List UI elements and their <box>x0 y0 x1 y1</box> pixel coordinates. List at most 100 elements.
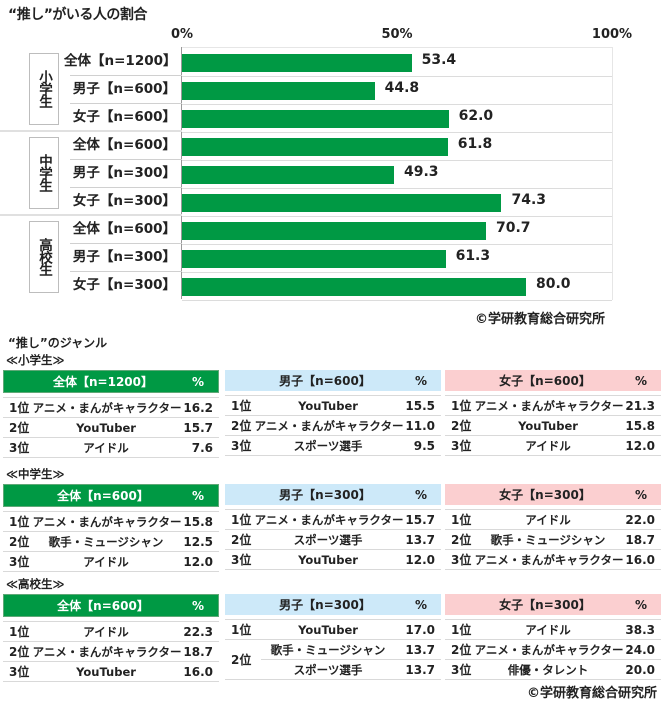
rank: 3位 <box>231 439 252 453</box>
genre: スポーツ選手 <box>293 438 363 453</box>
label-separator <box>70 159 182 160</box>
rank: 2位 <box>231 419 252 433</box>
table-row: 歌手・ミュージシャン 13.7 <box>261 640 441 659</box>
rank: 3位 <box>231 553 252 567</box>
genre: アイドル <box>525 622 571 637</box>
table-row: 3位 YouTuber 16.0 <box>3 662 219 682</box>
genre: アニメ・まんがキャラクター <box>32 644 182 659</box>
group-divider <box>0 214 182 216</box>
genre: YouTuber <box>76 420 136 435</box>
percent: 18.7 <box>625 532 655 547</box>
table-header-pct: % <box>191 488 205 503</box>
bar <box>182 138 448 156</box>
chart-credit: ©学研教育総合研究所 <box>475 312 606 327</box>
table-row: 3位 スポーツ選手 9.5 <box>225 436 441 456</box>
table-header-pct: % <box>191 374 205 389</box>
y-axis-line <box>181 47 182 299</box>
bar <box>182 222 486 240</box>
category-label: 全体【n=1200】 <box>64 53 177 69</box>
percent: 7.6 <box>191 440 213 455</box>
bar <box>182 110 449 128</box>
percent: 18.7 <box>183 644 213 659</box>
table-header-label: 男子【n=300】 <box>279 488 371 502</box>
rank: 2位 <box>9 645 30 659</box>
genre: 歌手・ミュージシャン <box>48 534 164 549</box>
bar-value: 49.3 <box>403 164 439 180</box>
rank: 2位 <box>231 533 252 547</box>
percent: 21.3 <box>625 398 655 413</box>
table-row: 1位 アニメ・まんがキャラクター 15.8 <box>3 512 219 532</box>
percent: 16.0 <box>183 664 213 679</box>
genre: スポーツ選手 <box>293 532 363 547</box>
percent: 11.0 <box>405 418 435 433</box>
table-row: 1位 アイドル 22.0 <box>445 510 661 530</box>
rank: 3位 <box>451 553 472 567</box>
table-girls: 女子【n=600】% 1位 アニメ・まんがキャラクター 21.3 2位 YouTuber 1… <box>445 370 661 456</box>
table-girls: 女子【n=300】% 1位 アイドル 38.3 2位 アニメ・まんがキャラクター 24.0 3… <box>445 594 661 680</box>
table-header: 男子【n=300】% <box>225 594 441 615</box>
table-boys: 男子【n=300】% 1位 YouTuber 17.0 2位 歌手・ミュージシャン 13.… <box>225 594 441 680</box>
table-header-pct: % <box>414 373 428 388</box>
group-label-box: 小学生 <box>29 53 59 125</box>
rank: 2位 <box>451 533 472 547</box>
percent: 15.7 <box>405 512 435 527</box>
bar-value: 53.4 <box>421 52 457 68</box>
school-level-label: ≪高校生≫ <box>6 577 65 591</box>
genre: 歌手・ミュージシャン <box>490 532 606 547</box>
category-label: 女子【n=300】 <box>72 277 176 293</box>
chart-title: “推し”がいる人の割合 <box>8 7 147 23</box>
rank: 1位 <box>231 513 252 527</box>
table-header-label: 全体【n=1200】 <box>53 375 153 389</box>
table-header-pct: % <box>634 487 648 502</box>
rank: 3位 <box>9 665 30 679</box>
label-separator <box>70 75 182 76</box>
genre: アニメ・まんがキャラクター <box>474 552 624 567</box>
genre: 俳優・タレント <box>507 662 589 677</box>
bar-row: 44.8 <box>182 76 612 105</box>
group-label: 小学生 <box>36 70 52 108</box>
rank: 3位 <box>451 439 472 453</box>
label-separator <box>70 243 182 244</box>
rank: 2位 <box>451 643 472 657</box>
table-row: 1位 アイドル 22.3 <box>3 622 219 642</box>
table-row: 3位 アイドル 7.6 <box>3 438 219 458</box>
percent: 24.0 <box>625 642 655 657</box>
percent: 17.0 <box>405 622 435 637</box>
rank: 2位 <box>9 535 30 549</box>
category-label: 男子【n=300】 <box>72 165 176 181</box>
table-header: 男子【n=600】% <box>225 370 441 391</box>
table-row: 2位 アニメ・まんがキャラクター 18.7 <box>3 642 219 662</box>
genre: 歌手・ミュージシャン <box>270 642 386 657</box>
percent: 20.0 <box>625 662 655 677</box>
table-header-label: 全体【n=600】 <box>57 489 149 503</box>
percent: 15.7 <box>183 420 213 435</box>
bar-value: 44.8 <box>384 80 420 96</box>
percent: 22.3 <box>183 624 213 639</box>
axis-tick-100: 100% <box>591 27 633 42</box>
bar-row: 61.3 <box>182 244 612 273</box>
percent: 15.5 <box>405 398 435 413</box>
genre: アニメ・まんがキャラクター <box>32 514 182 529</box>
genre: YouTuber <box>76 664 136 679</box>
category-label: 全体【n=600】 <box>72 137 176 153</box>
group-label-box: 高校生 <box>29 221 59 293</box>
rank: 1位 <box>231 399 252 413</box>
table-row: 3位 俳優・タレント 20.0 <box>445 660 661 680</box>
bar-value: 74.3 <box>511 192 547 208</box>
genre: YouTuber <box>298 552 358 567</box>
table-row: 1位 アイドル 38.3 <box>445 620 661 640</box>
percent: 12.0 <box>183 554 213 569</box>
axis-tick-50: 50% <box>381 27 413 42</box>
genre: アイドル <box>83 440 129 455</box>
percent: 13.7 <box>405 642 435 657</box>
group-label-box: 中学生 <box>29 137 59 209</box>
category-label: 男子【n=300】 <box>72 249 176 265</box>
bar-row: 62.0 <box>182 104 612 133</box>
axis-tick-0: 0% <box>170 27 194 42</box>
rank: 3位 <box>451 663 472 677</box>
genre: アイドル <box>525 438 571 453</box>
table-header: 女子【n=600】% <box>445 370 661 391</box>
bar-value: 61.3 <box>455 248 491 264</box>
rank: 2位 <box>451 419 472 433</box>
percent: 15.8 <box>183 514 213 529</box>
